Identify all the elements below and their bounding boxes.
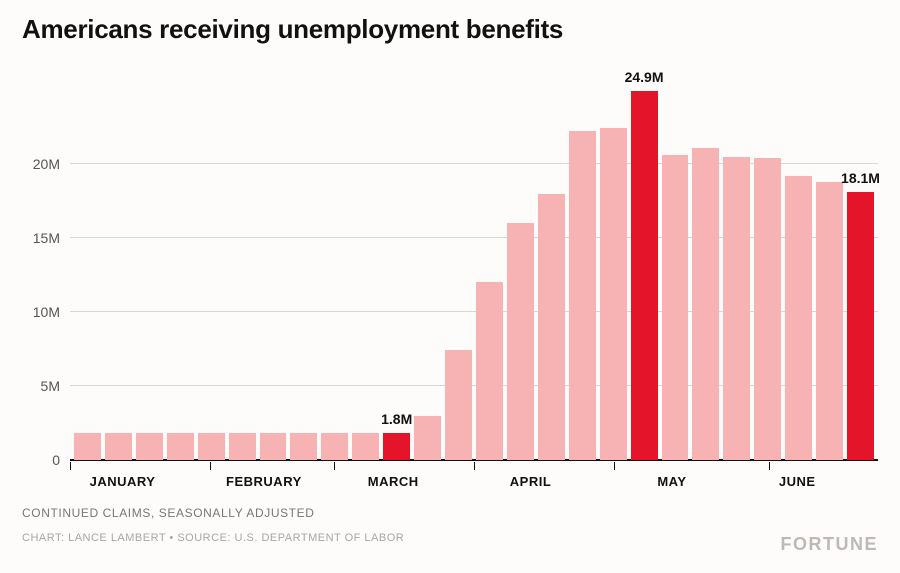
brand-logo: FORTUNE <box>781 534 879 555</box>
bar-slot <box>229 90 256 460</box>
bar <box>785 176 812 460</box>
x-tick <box>334 462 335 470</box>
bar-slot <box>754 90 781 460</box>
x-tick <box>614 462 615 470</box>
bar-slot <box>136 90 163 460</box>
bar-slot <box>723 90 750 460</box>
bar <box>74 433 101 460</box>
chart-subtitle: CONTINUED CLAIMS, SEASONALLY ADJUSTED <box>22 506 315 520</box>
bar-slot: 18.1M <box>847 90 874 460</box>
bar-value-label: 18.1M <box>841 170 880 186</box>
bar-slot <box>352 90 379 460</box>
bar-highlighted <box>847 192 874 460</box>
bar-value-label: 24.9M <box>625 69 664 85</box>
x-axis-label: JUNE <box>779 474 816 489</box>
bar-slot <box>260 90 287 460</box>
bar-slot <box>538 90 565 460</box>
bar-slot <box>600 90 627 460</box>
x-axis: JANUARY FEBRUARY MARCH APRIL MAY JUNE <box>70 462 878 492</box>
bar <box>167 433 194 460</box>
chart-area: 1.8M24.9M18.1M 05M10M15M20M <box>22 90 878 460</box>
plot-region: 1.8M 24.9M 18.1M <box>70 90 878 460</box>
bar <box>136 433 163 460</box>
bar <box>754 158 781 460</box>
bar-slot <box>785 90 812 460</box>
bar <box>569 131 596 460</box>
bar <box>229 433 256 460</box>
x-axis-label: APRIL <box>510 474 552 489</box>
bar <box>600 128 627 460</box>
x-axis-label: FEBRUARY <box>226 474 302 489</box>
bar-slot <box>476 90 503 460</box>
bar <box>321 433 348 460</box>
chart-title: Americans receiving unemployment benefit… <box>22 14 563 45</box>
bar <box>692 148 719 460</box>
bar <box>290 433 317 460</box>
bar-group: 1.8M 24.9M 18.1M <box>70 90 878 460</box>
bar-slot: 1.8M <box>383 90 410 460</box>
x-tick <box>769 462 770 470</box>
bar <box>816 182 843 460</box>
x-tick <box>210 462 211 470</box>
bar-slot <box>445 90 472 460</box>
x-axis-label: MAY <box>657 474 686 489</box>
bar <box>723 157 750 460</box>
bar <box>105 433 132 460</box>
y-axis-label: 15M <box>33 230 60 246</box>
bar-slot <box>198 90 225 460</box>
bar <box>352 433 379 460</box>
bar-slot <box>74 90 101 460</box>
bar <box>445 350 472 460</box>
bar <box>198 433 225 460</box>
bar-highlighted <box>631 91 658 460</box>
bar-slot <box>569 90 596 460</box>
y-axis-label: 20M <box>33 156 60 172</box>
bar <box>507 223 534 460</box>
bar <box>662 155 689 460</box>
bar-highlighted <box>383 433 410 460</box>
y-axis-label: 5M <box>41 378 60 394</box>
x-tick <box>474 462 475 470</box>
bar <box>260 433 287 460</box>
bar <box>476 282 503 460</box>
bar <box>538 194 565 460</box>
bar-slot <box>507 90 534 460</box>
chart-credit: CHART: LANCE LAMBERT • SOURCE: U.S. DEPA… <box>22 532 404 544</box>
x-axis-label: JANUARY <box>90 474 156 489</box>
y-axis-label: 10M <box>33 304 60 320</box>
x-tick <box>70 462 71 470</box>
bar-value-label: 1.8M <box>381 411 412 427</box>
bar-slot <box>414 90 441 460</box>
x-axis-label: MARCH <box>368 474 419 489</box>
bar-slot <box>692 90 719 460</box>
bar-slot <box>167 90 194 460</box>
bar-slot <box>662 90 689 460</box>
y-axis-label: 0 <box>52 452 60 468</box>
bar-slot <box>105 90 132 460</box>
bar <box>414 416 441 460</box>
bar-slot <box>290 90 317 460</box>
bar-slot <box>816 90 843 460</box>
bar-slot <box>321 90 348 460</box>
bar-slot: 24.9M <box>631 90 658 460</box>
